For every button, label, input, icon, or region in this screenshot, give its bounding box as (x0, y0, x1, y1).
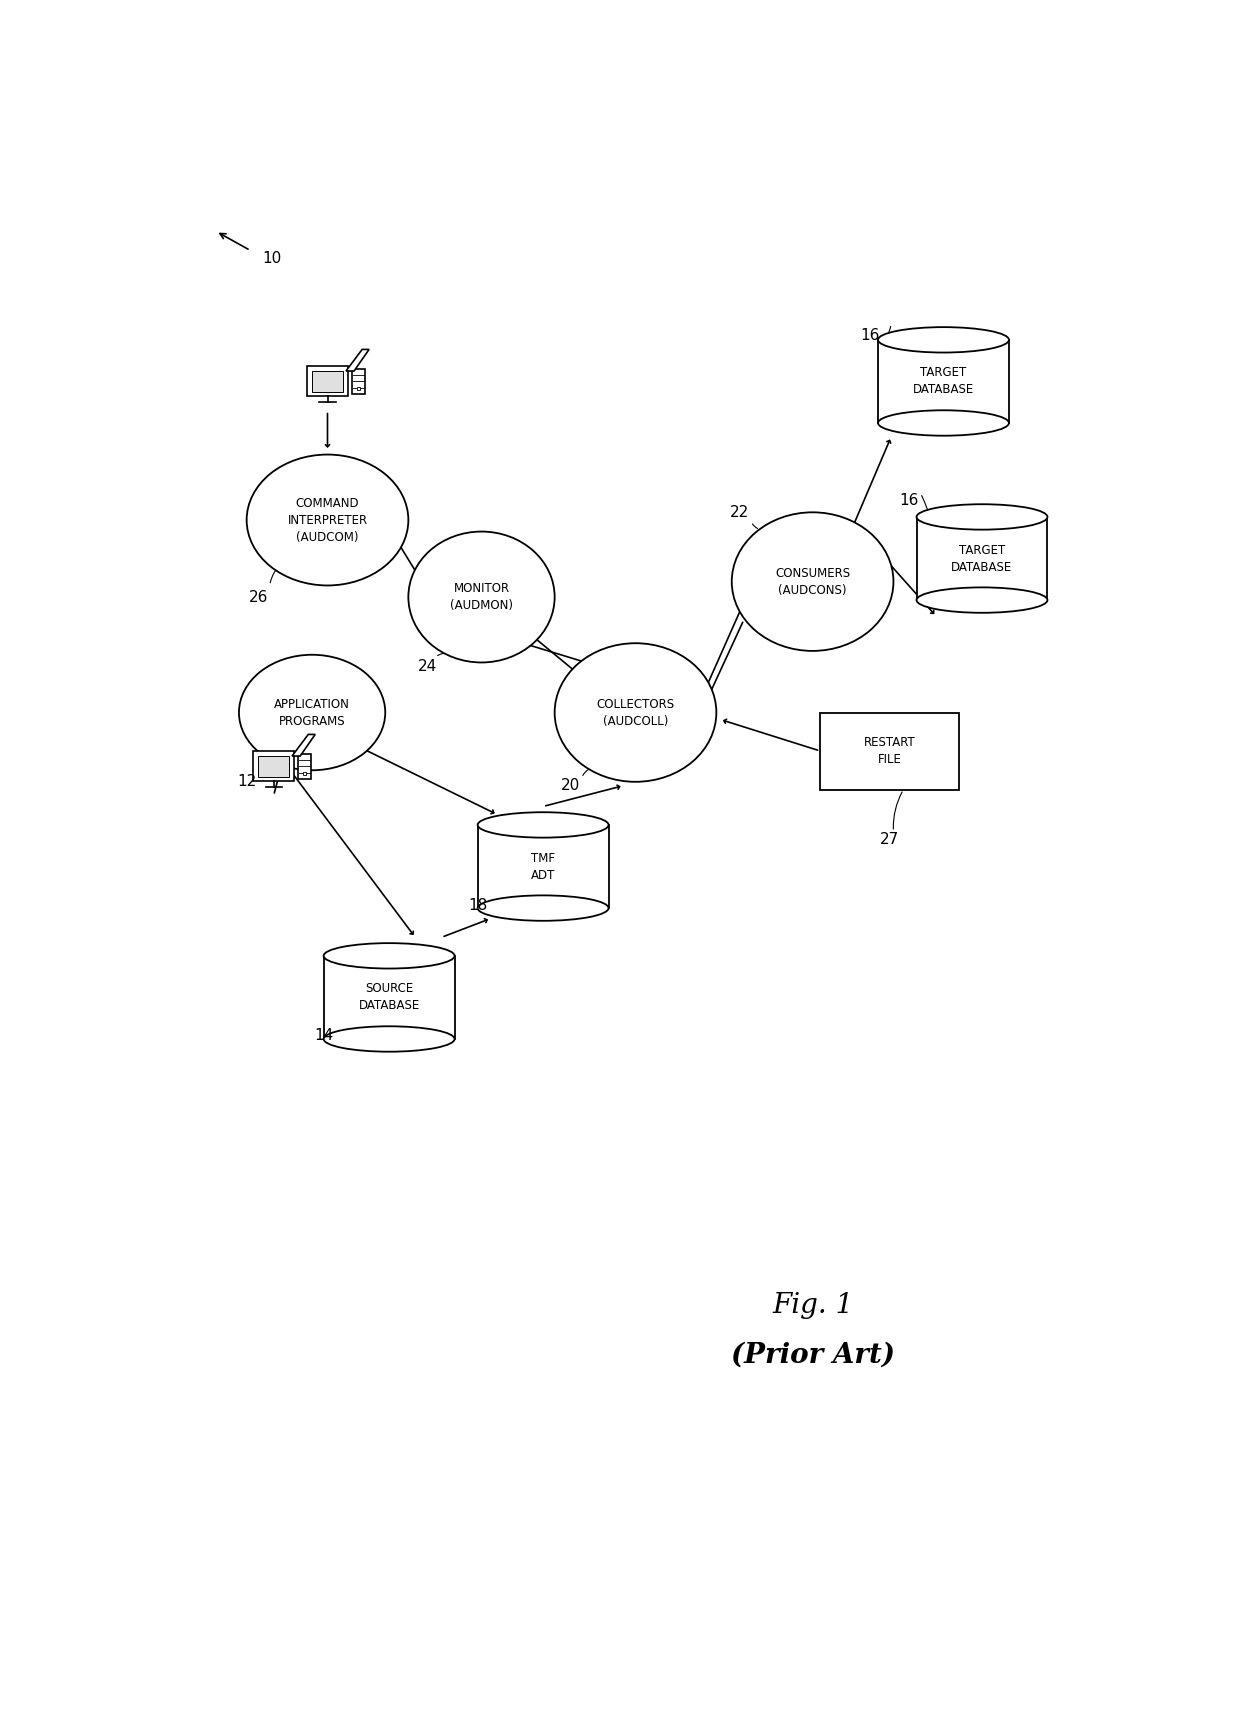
Text: 24: 24 (418, 658, 438, 673)
Polygon shape (477, 825, 609, 907)
Ellipse shape (554, 643, 717, 781)
Bar (821, 713, 959, 790)
Ellipse shape (477, 896, 609, 921)
Bar (303, 772, 306, 776)
Text: CONSUMERS
(AUDCONS): CONSUMERS (AUDCONS) (775, 567, 851, 596)
Ellipse shape (324, 1027, 455, 1051)
Polygon shape (878, 340, 1009, 424)
Text: COLLECTORS
(AUDCOLL): COLLECTORS (AUDCOLL) (596, 697, 675, 728)
Ellipse shape (916, 588, 1048, 614)
Polygon shape (293, 735, 315, 755)
Text: 26: 26 (248, 590, 268, 605)
Text: 14: 14 (314, 1029, 334, 1044)
Text: RESTART
FILE: RESTART FILE (864, 737, 915, 766)
Ellipse shape (477, 812, 609, 837)
Bar (258, 755, 289, 778)
Text: TMF
ADT: TMF ADT (531, 851, 556, 882)
Text: 16: 16 (899, 494, 919, 508)
Text: 18: 18 (467, 897, 487, 913)
Text: SOURCE
DATABASE: SOURCE DATABASE (358, 983, 419, 1012)
Text: COMMAND
INTERPRETER
(AUDCOM): COMMAND INTERPRETER (AUDCOM) (288, 497, 367, 543)
Ellipse shape (732, 513, 894, 651)
Bar (357, 388, 360, 390)
Text: 10: 10 (262, 251, 281, 265)
Text: APPLICATION
PROGRAMS: APPLICATION PROGRAMS (274, 697, 350, 728)
Bar (253, 752, 294, 781)
Bar (306, 366, 348, 396)
Text: (Prior Art): (Prior Art) (730, 1342, 894, 1369)
Bar (352, 369, 365, 395)
Text: TARGET
DATABASE: TARGET DATABASE (951, 543, 1013, 574)
Ellipse shape (916, 504, 1048, 530)
Text: 27: 27 (880, 832, 899, 848)
Polygon shape (324, 955, 455, 1039)
Ellipse shape (247, 455, 408, 586)
Polygon shape (346, 349, 370, 371)
Bar (298, 754, 311, 779)
Text: MONITOR
(AUDMON): MONITOR (AUDMON) (450, 583, 513, 612)
Text: 20: 20 (560, 778, 579, 793)
Bar (311, 371, 343, 391)
Ellipse shape (878, 326, 1009, 352)
Text: 22: 22 (730, 504, 749, 520)
Ellipse shape (878, 410, 1009, 436)
Text: 16: 16 (861, 328, 880, 344)
Polygon shape (916, 516, 1048, 600)
Text: 12: 12 (237, 774, 257, 790)
Ellipse shape (239, 655, 386, 771)
Ellipse shape (408, 531, 554, 663)
Text: Fig. 1: Fig. 1 (773, 1292, 853, 1319)
Ellipse shape (324, 943, 455, 969)
Text: TARGET
DATABASE: TARGET DATABASE (913, 366, 975, 396)
